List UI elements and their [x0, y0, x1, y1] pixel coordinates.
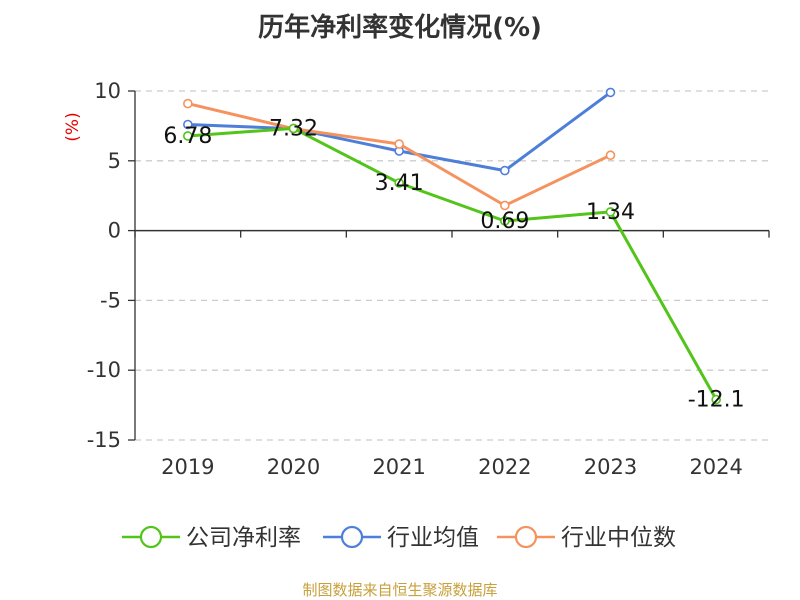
data-labels: 6.78 7.32 3.41 0.69 1.34 -12.1	[163, 116, 744, 412]
data-point	[183, 119, 193, 130]
data-point	[394, 139, 404, 149]
data-point	[500, 216, 510, 226]
y-axis-unit-label: (%)	[63, 112, 83, 141]
data-point	[183, 98, 193, 109]
data-label: 1.34	[586, 200, 635, 225]
grid-lines	[135, 90, 769, 441]
data-label: 0.69	[480, 209, 529, 234]
data-label: 7.32	[269, 116, 318, 141]
legend-marker	[514, 525, 538, 549]
legend-marker	[340, 525, 364, 549]
y-tick-label: -10	[87, 358, 121, 382]
legend-label: 行业中位数	[561, 525, 676, 551]
data-point	[500, 165, 510, 176]
x-tick-label: 2023	[584, 455, 637, 479]
y-tick-label: 0	[108, 219, 121, 243]
data-point	[288, 123, 299, 134]
x-tick-label: 2020	[267, 455, 320, 479]
x-tick-label: 2021	[372, 455, 425, 479]
legend: 公司净利率 行业均值 行业中位数	[122, 525, 676, 551]
y-tick-label: 10	[94, 79, 121, 103]
legend-label: 公司净利率	[186, 525, 301, 551]
x-tick-label: 2019	[161, 455, 214, 479]
data-point	[711, 394, 721, 405]
data-point	[605, 87, 616, 98]
x-tick-label: 2024	[689, 455, 742, 479]
series-line	[186, 126, 718, 401]
legend-label: 行业均值	[387, 525, 479, 551]
y-tick-label: -5	[100, 288, 121, 312]
series-lines	[183, 87, 721, 405]
y-tick-label: 5	[108, 149, 121, 173]
x-tick-label: 2022	[478, 455, 531, 479]
data-point	[605, 150, 616, 161]
legend-marker	[139, 525, 163, 549]
data-point	[500, 200, 510, 211]
axes: 10 5 0 -5 -10 -15 2019 2020 2021 2022 2023 2024	[87, 79, 770, 479]
data-label: 3.41	[375, 171, 424, 196]
chart-title: 历年净利率变化情况(%)	[258, 12, 542, 43]
data-point	[394, 178, 404, 188]
y-tick-label: -15	[87, 428, 121, 452]
data-point	[183, 131, 193, 141]
source-note: 制图数据来自恒生聚源数据库	[302, 581, 497, 599]
data-label: -12.1	[688, 388, 745, 413]
data-label: 6.78	[163, 124, 212, 149]
data-point	[605, 207, 616, 217]
